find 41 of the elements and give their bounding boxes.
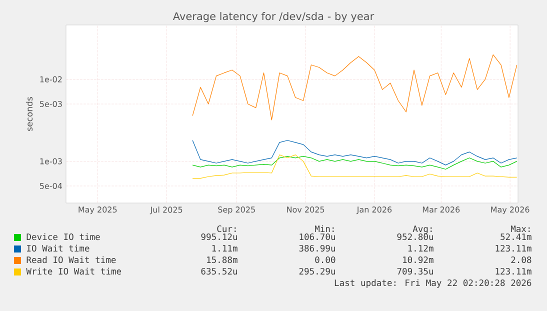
text: 386.99u [299,244,336,252]
line-series [192,140,518,166]
text: 295.29u [299,268,336,275]
line-series [192,54,518,120]
text: 995.12u [201,233,238,240]
x-tick-label: May 2026 [491,206,530,214]
x-tick-label: Nov 2025 [287,206,324,213]
y-axis-title: seconds [26,97,33,131]
text: 635.52u [201,268,238,275]
line-series [192,156,518,170]
y-tick-label: 1e-02 [40,76,62,82]
x-tick-label: Jul 2025 [150,206,182,214]
x-tick-label: Jan 2026 [356,206,392,214]
y-tick-label: 1e-03 [40,158,62,164]
text: 1.11m [212,245,238,252]
x-tick-label: Mar 2026 [422,206,460,213]
x-tick-label: Sep 2025 [218,206,255,214]
text: Avg: [412,226,432,234]
legend-label: Read IO Wait time [26,256,116,264]
text: 1.12m [408,244,434,252]
y-tick-label: 5e-03 [40,100,62,108]
text: 52.41m [500,233,532,240]
text: 106.70u [300,233,336,240]
text: 709.35u [397,268,434,275]
text: 10.92m [403,256,434,264]
y-tick-label: 5e-04 [40,182,62,189]
legend-label: IO Wait time [27,244,90,252]
text: Cur: [217,225,236,232]
text: 123.11m [496,268,532,275]
legend-label: Device IO time [26,233,100,240]
text: 952.80u [397,233,434,240]
text: 123.11m [496,244,532,252]
x-tick-label: May 2025 [78,206,117,214]
text: Max: [510,226,530,232]
text: 2.08 [511,256,532,264]
text: 15.88m [207,256,238,264]
text: 0.00 [315,256,336,264]
text: Min: [314,225,334,232]
text: Last update: Fri May 22 02:20:28 2026 [334,279,532,288]
legend-label: Write IO Wait time [26,268,122,275]
chart-title: Average latency for /dev/sda - by year [172,12,374,22]
